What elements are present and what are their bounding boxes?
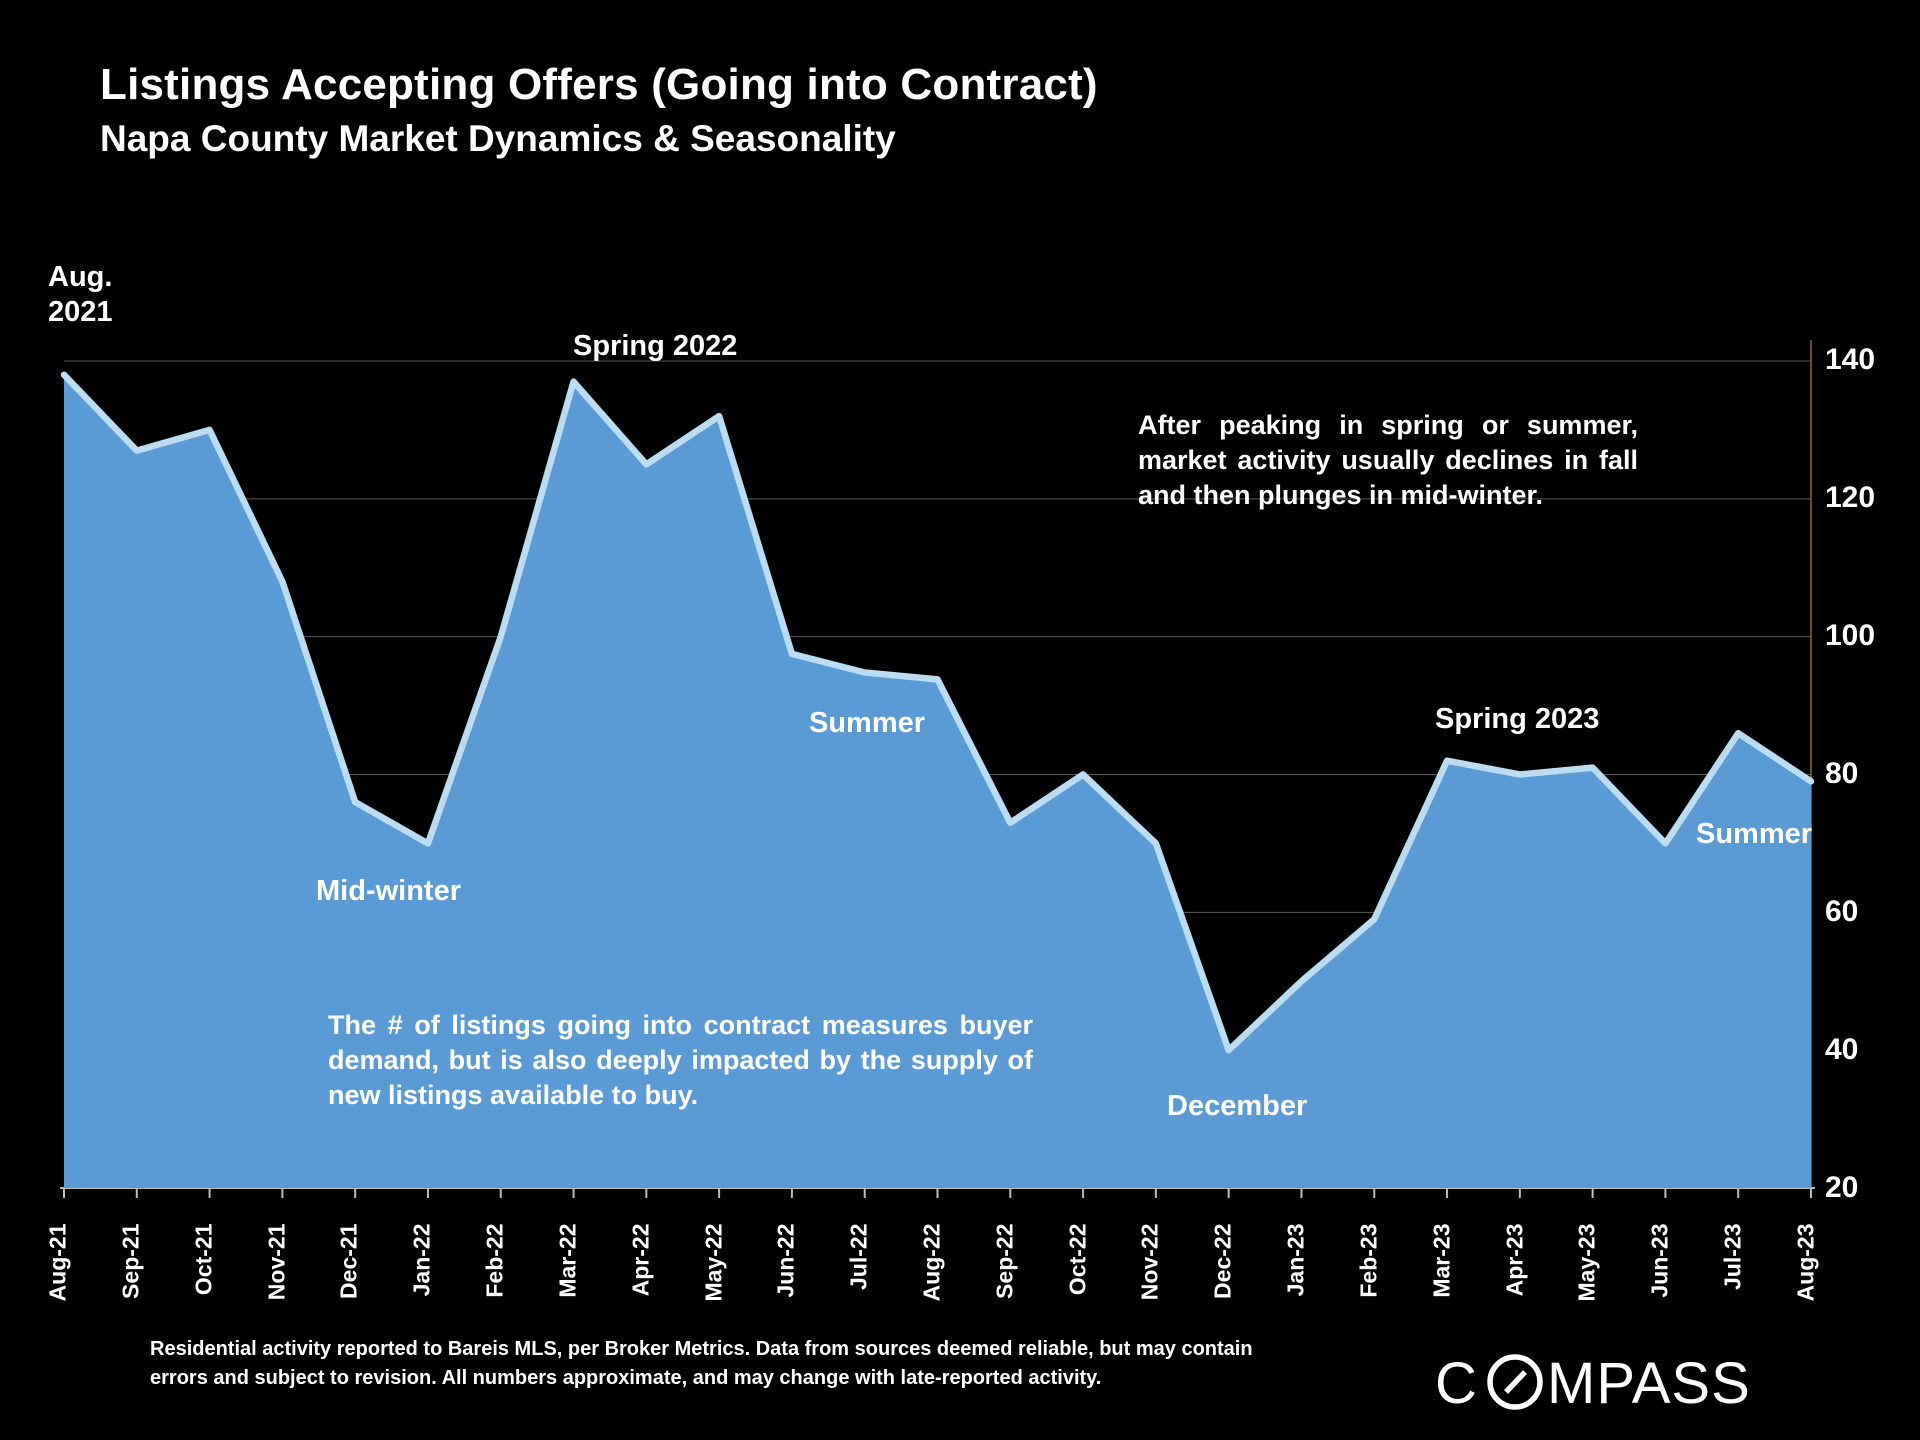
svg-text:MPASS: MPASS (1547, 1351, 1751, 1416)
svg-text:C: C (1435, 1351, 1478, 1416)
